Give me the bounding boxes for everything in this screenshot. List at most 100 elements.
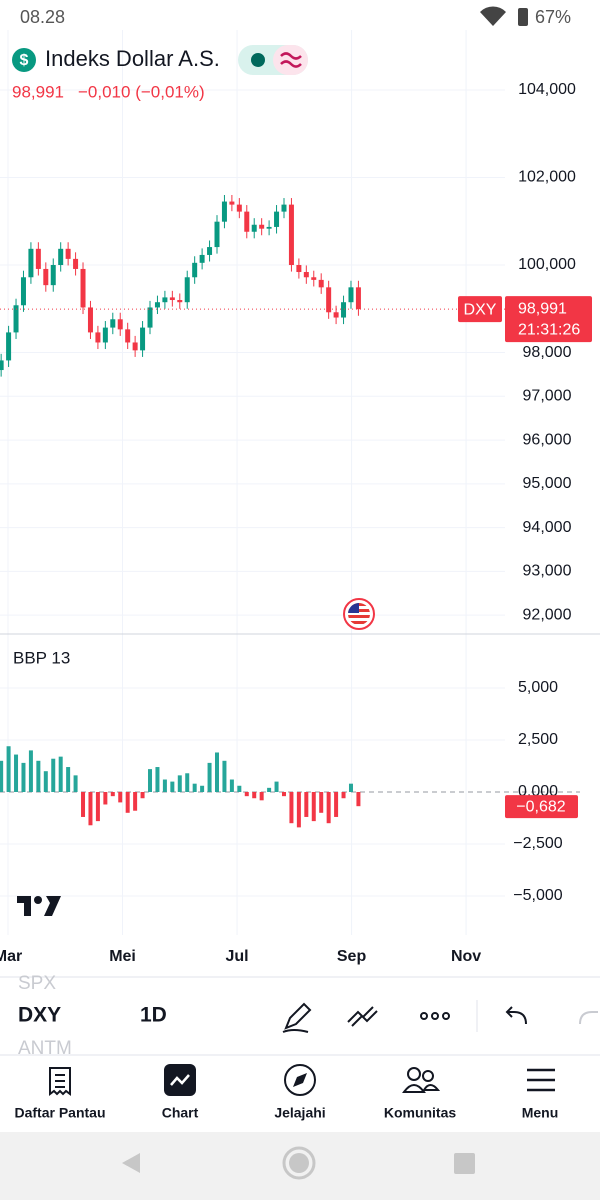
candle-body xyxy=(281,204,287,212)
candle-body xyxy=(20,277,26,306)
x-tick-label: Mar xyxy=(0,948,22,965)
redo-button[interactable] xyxy=(579,1011,598,1025)
nav-label[interactable]: Jelajahi xyxy=(274,1105,325,1121)
histogram-bar xyxy=(110,792,115,797)
event-icon[interactable] xyxy=(343,598,375,630)
symbol-tag xyxy=(458,296,502,323)
recents-button[interactable] xyxy=(454,1153,475,1174)
histogram-bar xyxy=(304,792,309,817)
y-tick-label: 95,000 xyxy=(523,475,572,492)
histogram-bar xyxy=(73,775,78,792)
histogram-bar xyxy=(244,792,249,797)
delayed-status[interactable] xyxy=(273,45,308,75)
countdown-text: 21:31:26 xyxy=(518,321,580,338)
y-tick-label: 94,000 xyxy=(523,519,572,536)
histogram-bar xyxy=(311,792,316,822)
candle-body xyxy=(229,201,235,205)
home-button[interactable] xyxy=(282,1146,316,1180)
histogram-bar xyxy=(155,767,160,792)
status-battery: 67% xyxy=(535,7,571,27)
histogram-bar xyxy=(133,792,138,811)
symbol-title[interactable]: Indeks Dollar A.S. xyxy=(45,46,220,71)
candle-body xyxy=(288,204,294,266)
symbol-current[interactable]: DXY xyxy=(18,1004,61,1027)
candle-body xyxy=(102,327,108,343)
histogram-bar xyxy=(229,779,234,792)
candle-body xyxy=(199,254,205,263)
symbol-next[interactable]: ANTM xyxy=(18,1038,72,1059)
candle-body xyxy=(266,226,272,229)
histogram-bar xyxy=(21,762,26,792)
price-change: −0,010 (−0,01%) xyxy=(78,82,205,101)
symbol-prev[interactable]: SPX xyxy=(18,973,56,994)
candle-body xyxy=(214,221,220,248)
histogram-bar xyxy=(356,792,361,807)
x-tick-label: Nov xyxy=(451,948,481,965)
candle-body xyxy=(326,287,332,313)
nav-community-icon[interactable] xyxy=(402,1067,441,1093)
nav-chart-glyph xyxy=(170,1074,190,1086)
last-price: 98,991 xyxy=(12,82,64,101)
value-tag-text: −0,682 xyxy=(516,798,565,815)
candle-body xyxy=(236,204,242,212)
histogram-bar xyxy=(252,792,257,799)
battery-icon xyxy=(518,8,528,26)
histogram-bar xyxy=(66,767,71,792)
nav-label[interactable]: Daftar Pantau xyxy=(14,1105,105,1121)
histogram-bar xyxy=(341,792,346,799)
histogram-bar xyxy=(125,792,130,813)
histogram-bar xyxy=(319,792,324,813)
candle-body xyxy=(162,297,168,303)
undo-button[interactable] xyxy=(505,1006,527,1025)
candle-body xyxy=(192,262,198,278)
y-tick-label: 96,000 xyxy=(523,431,572,448)
candle-body xyxy=(259,224,265,229)
nav-explore-icon[interactable] xyxy=(284,1064,316,1096)
delayed-icon xyxy=(280,52,302,68)
back-button[interactable] xyxy=(122,1153,140,1173)
value-tag xyxy=(505,795,578,819)
candle-body xyxy=(318,279,324,288)
histogram-bar xyxy=(334,792,339,817)
candle-body xyxy=(207,247,213,255)
status-time: 08.28 xyxy=(20,7,65,27)
histogram-bar xyxy=(58,756,63,792)
candle-body xyxy=(117,319,123,330)
histogram-bar xyxy=(88,792,93,826)
candle-body xyxy=(140,327,146,351)
nav-label[interactable]: Menu xyxy=(522,1105,559,1121)
candle-body xyxy=(311,277,317,280)
candle-body xyxy=(177,300,183,303)
nav-watchlist-icon[interactable] xyxy=(49,1067,71,1096)
nav-label[interactable]: Chart xyxy=(162,1105,199,1121)
candle-body xyxy=(65,248,71,259)
candle-body xyxy=(50,265,56,286)
histogram-bar xyxy=(51,758,56,792)
candle-body xyxy=(0,360,4,371)
symbol-logo-text: $ xyxy=(20,52,29,69)
market-dot xyxy=(251,53,265,67)
candle-body xyxy=(355,287,361,310)
histogram-bar xyxy=(43,771,48,792)
y-tick-label: −5,000 xyxy=(513,887,562,904)
y-tick-label: 104,000 xyxy=(518,81,576,98)
histogram-bar xyxy=(274,781,279,792)
nav-label[interactable]: Komunitas xyxy=(384,1105,457,1121)
candle-body xyxy=(221,201,227,222)
more-button[interactable] xyxy=(420,1012,450,1020)
candle-body xyxy=(184,277,190,303)
histogram-bar xyxy=(6,746,11,792)
candle-body xyxy=(6,332,12,361)
charts: 104,000 102,000 100,000 98,000 97,000 96,000 9… xyxy=(0,30,600,965)
nav-menu-icon[interactable] xyxy=(527,1068,555,1092)
y-tick-label: 2,500 xyxy=(518,731,558,748)
interval[interactable]: 1D xyxy=(140,1004,167,1027)
histogram-bar xyxy=(326,792,331,824)
histogram-bar xyxy=(222,760,227,792)
histogram-bar xyxy=(281,792,286,797)
indicators-button[interactable] xyxy=(347,1006,378,1027)
y-tick-label: −2,500 xyxy=(513,835,562,852)
histogram-bar xyxy=(348,783,353,792)
drawing-tool[interactable] xyxy=(282,1002,312,1033)
